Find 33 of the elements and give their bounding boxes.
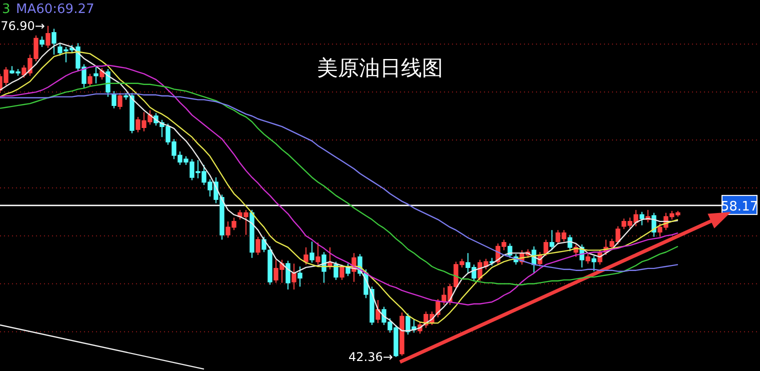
text: MA60:69.27 xyxy=(16,2,94,17)
candlestick xyxy=(550,230,554,251)
candlestick xyxy=(52,28,56,56)
candlestick xyxy=(322,252,326,284)
candlestick xyxy=(592,255,596,272)
annotation: 42.36→ xyxy=(348,350,393,364)
candlestick xyxy=(46,25,50,48)
candlestick xyxy=(292,263,296,290)
candlestick xyxy=(88,73,92,87)
candlestick xyxy=(568,234,572,252)
candlestick xyxy=(340,264,344,280)
candlestick xyxy=(376,300,380,324)
annotation: 76.90→ xyxy=(0,18,45,33)
text: 3 xyxy=(2,2,10,17)
candlestick xyxy=(106,68,110,98)
candlestick xyxy=(310,241,314,264)
candlestick xyxy=(100,68,104,80)
candlestick xyxy=(118,92,122,110)
candlestick xyxy=(304,246,308,266)
candlestick xyxy=(256,236,260,256)
candlestick xyxy=(94,66,98,84)
candlestick xyxy=(298,266,302,288)
candlestick xyxy=(640,211,644,226)
candlestick xyxy=(544,239,548,256)
candlestick xyxy=(508,243,512,258)
candlestick xyxy=(112,90,116,109)
candlestick xyxy=(586,254,590,264)
ref-line-label: 58.17 xyxy=(720,199,758,214)
candlestick xyxy=(40,36,44,48)
candlestick xyxy=(334,261,338,280)
candlestick xyxy=(286,260,290,290)
text: 美原油日线图 xyxy=(317,56,443,80)
candlestick xyxy=(316,242,320,266)
